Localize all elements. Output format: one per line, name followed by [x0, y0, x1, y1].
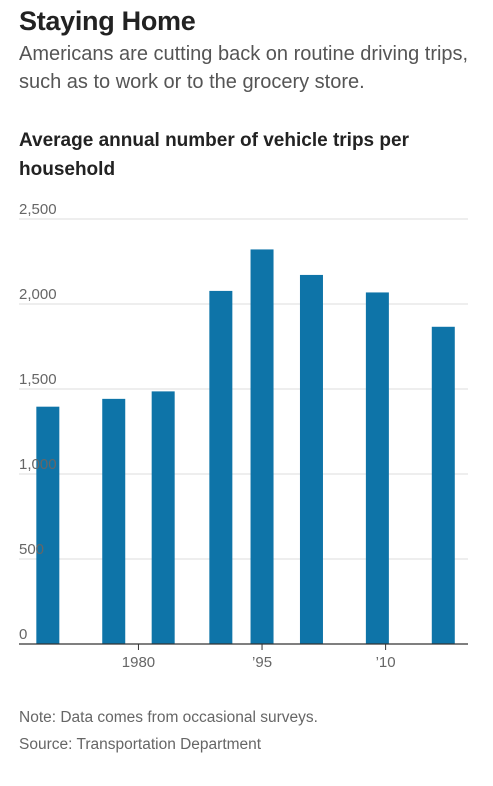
bar-2009	[365, 292, 389, 644]
y-tick-label: 500	[19, 541, 44, 558]
axes: 0 500 1,000 1,500 2,000 2,500 1980 ’95 ’10	[19, 201, 468, 671]
y-tick-label: 1,500	[19, 371, 57, 388]
x-tick-label: 1980	[122, 654, 155, 671]
footnotes: Note: Data comes from occasional surveys…	[19, 704, 318, 758]
page-subtitle: Americans are cutting back on routine dr…	[19, 43, 469, 93]
x-tick-label: ’95	[252, 654, 272, 671]
bar-1969	[36, 406, 60, 644]
y-tick-label: 2,500	[19, 201, 57, 218]
bar-2017	[431, 326, 455, 644]
y-tick-label: 2,000	[19, 286, 57, 303]
page-title: Staying Home	[19, 6, 196, 36]
chart-title: Average annual number of vehicle trips p…	[19, 130, 409, 180]
data-note: Note: Data comes from occasional surveys…	[19, 709, 318, 726]
source-note: Source: Transportation Department	[19, 736, 262, 753]
y-tick-label: 0	[19, 626, 27, 643]
bar-2001	[299, 274, 323, 644]
bar-1977	[102, 398, 126, 644]
bar-chart: 0 500 1,000 1,500 2,000 2,500 1980 ’95 ’10	[19, 201, 468, 671]
y-tick-label: 1,000	[19, 456, 57, 473]
bar-1995	[250, 249, 274, 644]
x-tick-label: ’10	[376, 654, 396, 671]
gridlines	[19, 218, 468, 560]
bars	[36, 249, 455, 644]
bar-1983	[151, 391, 175, 644]
bar-1990	[209, 290, 233, 644]
